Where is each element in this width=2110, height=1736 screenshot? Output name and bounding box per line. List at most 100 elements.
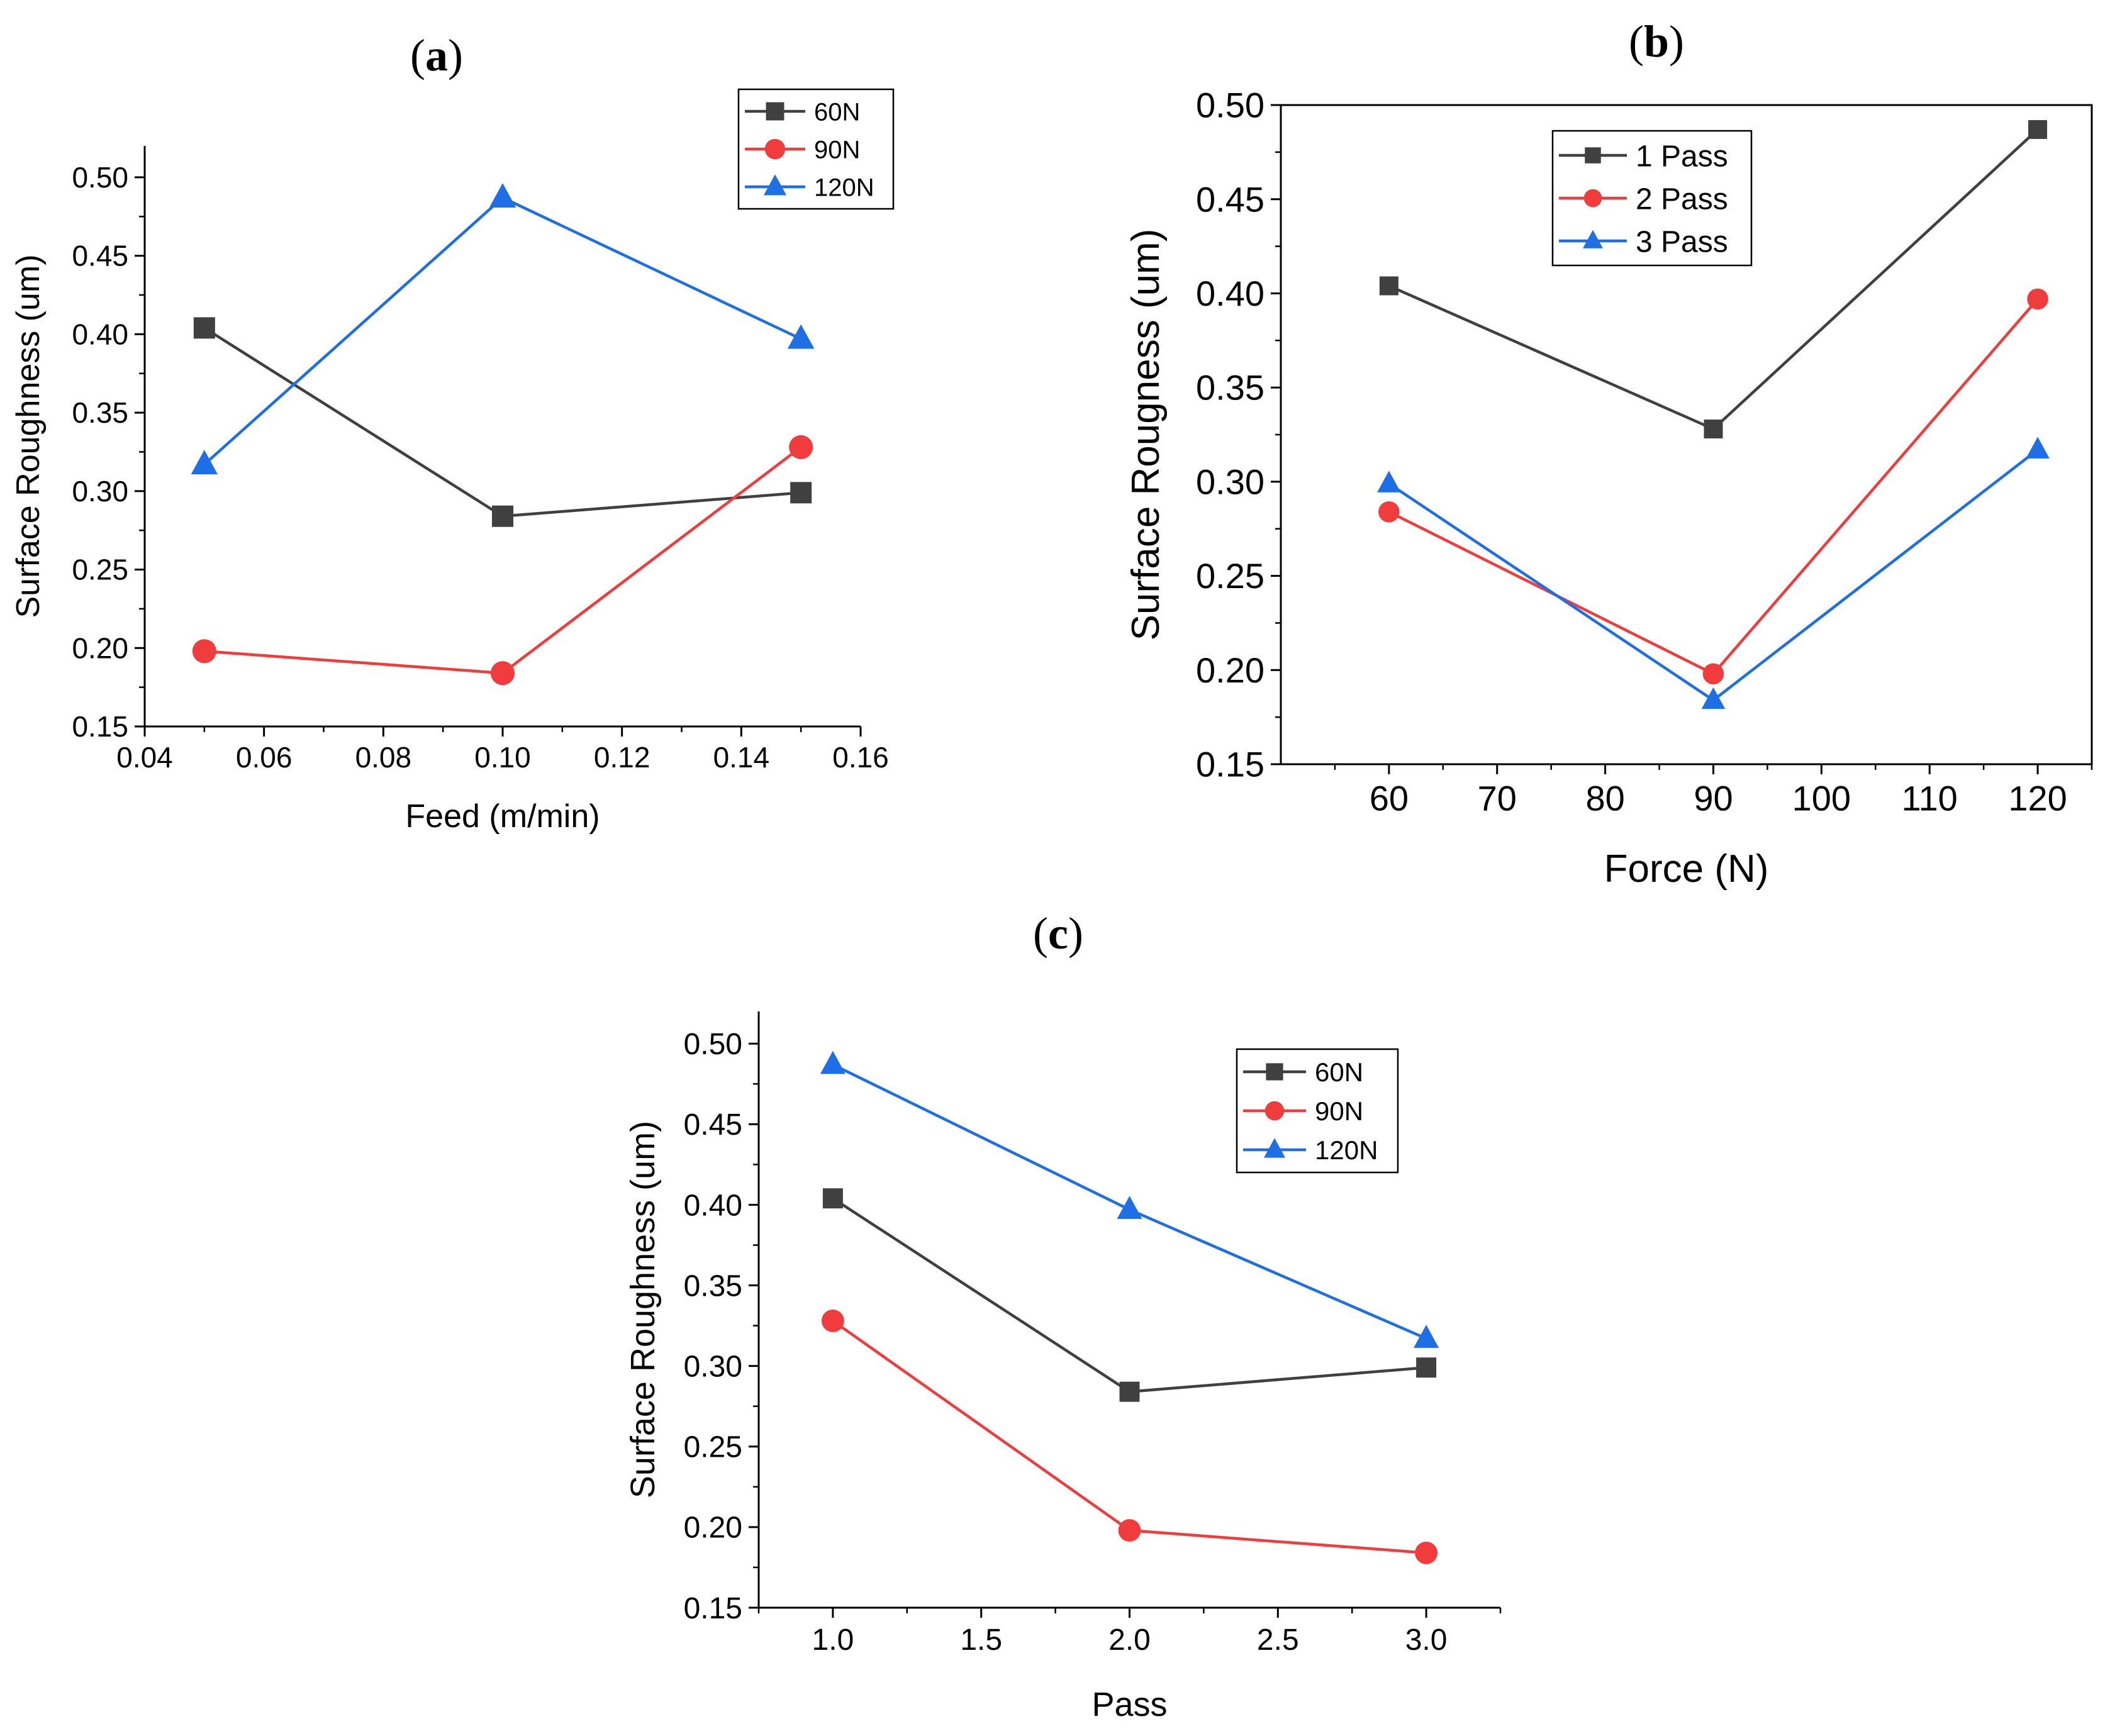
legend-label: 2 Pass [1636,182,1728,216]
data-point-120n [1414,1325,1439,1348]
y-tick-label: 0.25 [1196,556,1264,596]
data-point-1-pass [1379,276,1398,296]
y-tick-label: 0.50 [72,161,128,194]
y-tick-label: 0.20 [684,1511,742,1545]
chart-panel-a: (a) 0.15 0.20 0.25 0.30 0.35 0.40 0.45 0.50 0.04 0… [10,30,895,835]
data-point-60n [492,505,513,527]
x-tick-label: 80 [1585,779,1624,818]
series-line-90n [204,446,802,675]
data-point-90n [192,639,216,664]
y-tick-label: 0.50 [1196,86,1264,125]
x-tick-label: 70 [1478,779,1517,818]
y-tick-label: 0.20 [72,632,128,664]
legend-label: 60N [814,98,860,126]
panel-label-open: ( [410,30,425,81]
data-point-2-pass [1378,501,1400,523]
chart-panel-b: (b) 0.15 0.20 0.25 0.30 0.35 0.40 0.45 0.50 60 70 8… [1124,16,2093,891]
y-tick-label: 0.45 [684,1108,742,1142]
x-tick-label: 0.12 [594,741,650,774]
data-point-1-pass [2028,120,2048,139]
data-point-90n [1415,1541,1438,1564]
data-point-90n [821,1310,844,1332]
legend-label: 90N [814,136,860,164]
y-axis-title: Surface Roughness (um) [10,254,47,618]
x-tick-label: 3.0 [1405,1623,1448,1657]
panel-label-letter: a [425,30,448,81]
legend-marker [1583,230,1603,248]
x-tick-label: 110 [1902,779,1958,818]
data-point-90n [789,435,813,460]
y-tick-label: 0.15 [1196,745,1264,784]
data-point-120n [489,183,516,208]
data-point-120n [1117,1196,1142,1219]
legend-marker [1264,1101,1285,1121]
data-point-60n [822,1188,843,1209]
x-tick-label: 0.04 [116,741,173,774]
legend-marker [766,102,784,121]
panel-label-a: (a) [410,30,463,81]
data-point-1-pass [1704,420,1723,439]
panel-label-close: ) [448,30,463,81]
x-axis-title: Force (N) [1604,847,1769,891]
y-axis-title: Surface Rougness (um) [1124,229,1168,641]
x-tick-label: 0.14 [713,741,770,774]
x-tick-label: 0.16 [832,741,889,774]
y-tick-label: 0.45 [1196,179,1264,219]
x-tick-label: 100 [1792,779,1851,818]
data-point-3-pass [1377,470,1401,492]
data-point-120n [191,450,218,475]
x-tick-label: 120 [2008,779,2067,818]
legend-marker [763,174,787,196]
legend-label: 3 Pass [1636,225,1728,259]
series-line-60n [832,1197,1427,1393]
data-point-90n [1118,1519,1141,1542]
y-tick-label: 0.35 [72,396,128,429]
data-point-60n [193,317,215,339]
series-line-2-pass [1388,298,2039,676]
series-line-90n [832,1320,1427,1555]
y-tick-label: 0.25 [684,1431,742,1464]
data-point-120n [820,1050,846,1074]
y-tick-label: 0.30 [1196,462,1264,501]
x-tick-label: 0.06 [236,741,293,774]
panel-label-close: ) [1669,16,1684,67]
x-tick-label: 60 [1370,779,1409,818]
panel-label-b: (b) [1629,16,1684,67]
x-tick-label: 2.0 [1108,1623,1151,1657]
series-line-3-pass [1388,448,2039,702]
y-tick-label: 0.35 [684,1269,742,1303]
legend-marker [1264,1138,1285,1158]
y-tick-label: 0.20 [1196,650,1264,690]
panel-label-open: ( [1629,16,1644,67]
panel-label-close: ) [1068,908,1083,959]
legend-marker [1583,189,1602,208]
data-point-60n [790,482,812,504]
y-tick-label: 0.25 [72,554,128,586]
legend-label: 1 Pass [1636,140,1728,173]
legend-label: 120N [1315,1135,1378,1165]
y-tick-label: 0.30 [684,1350,742,1383]
y-tick-label: 0.15 [72,710,128,743]
x-tick-label: 0.10 [474,741,531,774]
legend-marker [1585,147,1601,164]
data-point-60n [1119,1381,1140,1402]
y-axis-title: Surface Roughness (um) [624,1121,662,1498]
x-tick-label: 1.5 [960,1623,1002,1657]
y-tick-label: 0.50 [684,1028,742,1061]
y-tick-label: 0.40 [1196,274,1264,313]
x-tick-label: 2.5 [1257,1623,1299,1657]
panel-label-letter: b [1644,16,1669,67]
data-point-120n [787,324,815,349]
data-point-90n [490,661,515,686]
y-tick-label: 0.35 [1196,368,1264,408]
legend-label: 60N [1315,1057,1363,1087]
data-point-2-pass [2027,288,2048,310]
data-point-3-pass [2026,437,2050,459]
panel-label-open: ( [1033,908,1048,959]
panel-label-c: (c) [1033,908,1083,959]
data-point-2-pass [1702,663,1724,685]
x-tick-label: 0.08 [355,741,412,774]
chart-panel-c: (c) 0.15 0.20 0.25 0.30 0.35 0.40 0.45 0.50 1.0 1.… [624,908,1502,1723]
legend-label: 90N [1315,1096,1363,1126]
